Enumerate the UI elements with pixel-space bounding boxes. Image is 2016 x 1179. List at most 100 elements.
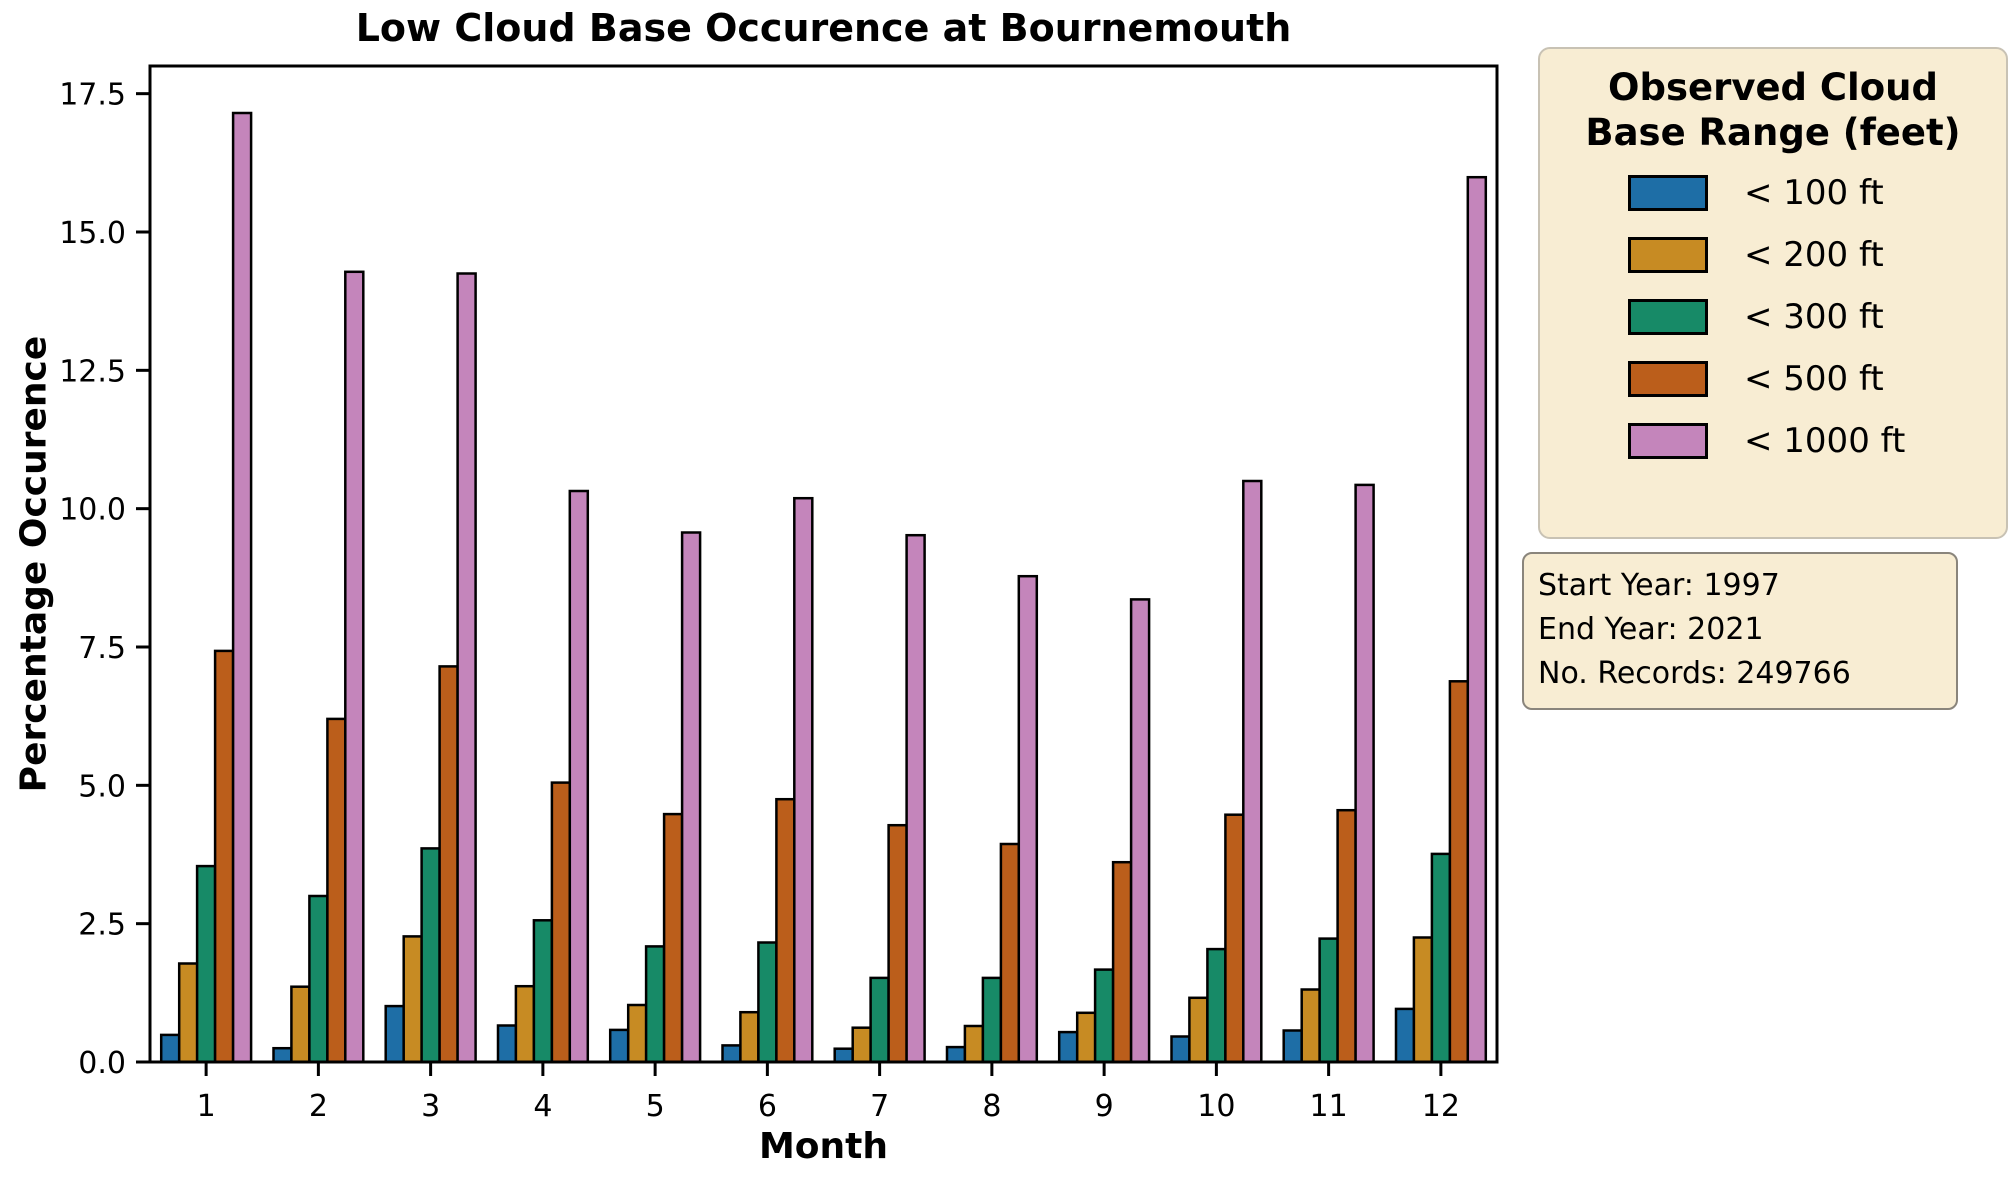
bar-month12-series0 — [1394, 1007, 1416, 1064]
x-tick-label: 4 — [533, 1089, 552, 1124]
legend-items: < 100 ft < 200 ft < 300 ft < 500 ft < 1000 f… — [1540, 173, 2006, 461]
x-axis-label: Month — [758, 1126, 889, 1167]
legend-box: Observed Cloud Base Range (feet) < 100 f… — [1538, 47, 2008, 539]
x-axis-ticks: 1 2 3 4 5 6 7 8 9 10 11 12 — [197, 1062, 1460, 1124]
bar-month12-series4 — [1466, 175, 1488, 1064]
legend-swatch-icon — [1628, 361, 1708, 398]
bar-month1-series0 — [159, 1033, 181, 1064]
bar-month8-series0 — [945, 1045, 967, 1064]
info-box: Start Year: 1997 End Year: 2021 No. Reco… — [1522, 552, 1958, 710]
legend-swatch-icon — [1628, 237, 1708, 274]
bar-month9-series4 — [1129, 598, 1151, 1064]
bar-month5-series0 — [608, 1028, 630, 1064]
bar-month3-series4 — [456, 272, 477, 1064]
legend-item-label: < 500 ft — [1744, 359, 1884, 400]
legend-item-label: < 100 ft — [1744, 173, 1884, 214]
bar-month1-series4 — [231, 111, 253, 1064]
x-tick-label: 7 — [870, 1089, 889, 1124]
legend-swatch-icon — [1628, 175, 1708, 212]
bar-month7-series3 — [887, 823, 908, 1064]
x-tick-label: 6 — [758, 1089, 777, 1124]
info-line-start-year: Start Year: 1997 — [1538, 568, 1780, 603]
x-tick-label: 2 — [309, 1089, 328, 1124]
y-axis-ticks: 0.0 2.5 5.0 7.5 10.0 12.5 15.0 17.5 — [59, 78, 150, 1081]
bar-month12-series1 — [1412, 936, 1434, 1064]
bar-month3-series2 — [420, 847, 441, 1064]
y-tick-label: 12.5 — [59, 354, 126, 389]
bar-month12-series2 — [1430, 852, 1452, 1064]
bar-month11-series1 — [1300, 988, 1321, 1064]
bar-month2-series1 — [290, 985, 311, 1064]
x-tick-label: 9 — [1095, 1089, 1114, 1124]
bar-month4-series3 — [550, 781, 572, 1064]
x-tick-label: 8 — [982, 1089, 1001, 1124]
bar-month10-series2 — [1206, 947, 1227, 1064]
bar-month1-series1 — [177, 962, 199, 1064]
x-tick-label: 12 — [1422, 1089, 1460, 1124]
bar-month9-series2 — [1093, 968, 1115, 1064]
bar-month6-series1 — [739, 1010, 760, 1064]
legend-item-label: < 200 ft — [1744, 235, 1884, 276]
legend-title: Observed Cloud Base Range (feet) — [1585, 66, 1961, 155]
bar-month11-series4 — [1354, 483, 1375, 1064]
x-tick-label: 3 — [421, 1089, 440, 1124]
y-tick-label: 2.5 — [78, 908, 126, 943]
legend-item-1: < 200 ft — [1540, 235, 2006, 275]
legend-swatch-icon — [1628, 423, 1708, 460]
bar-month11-series2 — [1318, 937, 1339, 1064]
bar-month2-series2 — [308, 894, 329, 1064]
x-tick-label: 10 — [1197, 1089, 1235, 1124]
bar-month7-series1 — [851, 1026, 872, 1064]
y-tick-label: 17.5 — [59, 78, 126, 113]
bar-month10-series3 — [1224, 813, 1245, 1064]
info-line-end-year: End Year: 2021 — [1538, 612, 1764, 647]
chart-title: Low Cloud Base Occurence at Bournemouth — [355, 6, 1292, 50]
bar-month12-series3 — [1448, 680, 1470, 1064]
legend-item-label: < 300 ft — [1744, 297, 1884, 338]
legend-item-2: < 300 ft — [1540, 297, 2006, 337]
bar-month4-series1 — [514, 984, 536, 1064]
bar-month2-series0 — [272, 1046, 293, 1064]
bar-month2-series4 — [344, 270, 365, 1064]
bar-month5-series1 — [626, 1003, 648, 1064]
bar-month7-series2 — [869, 976, 890, 1064]
plot-frame — [148, 64, 1499, 1064]
bars-group — [159, 111, 1488, 1064]
bar-month9-series1 — [1075, 1011, 1097, 1064]
x-tick-label: 1 — [197, 1089, 216, 1124]
bar-month6-series2 — [757, 941, 778, 1064]
bar-month11-series0 — [1282, 1029, 1303, 1064]
bar-month6-series0 — [721, 1044, 742, 1064]
bar-month11-series3 — [1336, 808, 1357, 1064]
info-line-records: No. Records: 249766 — [1538, 656, 1851, 691]
bar-month3-series3 — [438, 665, 459, 1064]
bar-month4-series4 — [568, 489, 590, 1064]
y-tick-label: 5.0 — [78, 769, 126, 804]
bar-month1-series2 — [195, 864, 217, 1064]
legend-swatch-icon — [1628, 299, 1708, 336]
y-tick-label: 10.0 — [59, 493, 126, 528]
x-tick-label: 11 — [1310, 1089, 1348, 1124]
legend-item-0: < 100 ft — [1540, 173, 2006, 213]
bar-month10-series4 — [1242, 479, 1263, 1064]
bar-month6-series3 — [775, 797, 796, 1064]
x-tick-label: 5 — [646, 1089, 665, 1124]
bar-month9-series3 — [1111, 860, 1133, 1064]
bar-month8-series2 — [981, 976, 1003, 1064]
bar-month4-series0 — [496, 1024, 518, 1064]
bar-month5-series2 — [644, 945, 666, 1064]
bar-month1-series3 — [213, 649, 235, 1064]
bar-month10-series0 — [1170, 1035, 1191, 1064]
bar-month6-series4 — [793, 496, 814, 1064]
bar-month3-series1 — [402, 935, 423, 1064]
bar-month5-series3 — [662, 812, 684, 1064]
bar-month9-series0 — [1057, 1030, 1079, 1064]
y-tick-label: 7.5 — [78, 631, 126, 666]
legend-item-label: < 1000 ft — [1744, 421, 1906, 462]
legend-item-4: < 1000 ft — [1540, 421, 2006, 461]
bar-month7-series0 — [833, 1047, 854, 1064]
bar-month8-series1 — [963, 1024, 985, 1064]
bar-month8-series3 — [999, 842, 1021, 1064]
y-tick-label: 0.0 — [78, 1046, 126, 1081]
